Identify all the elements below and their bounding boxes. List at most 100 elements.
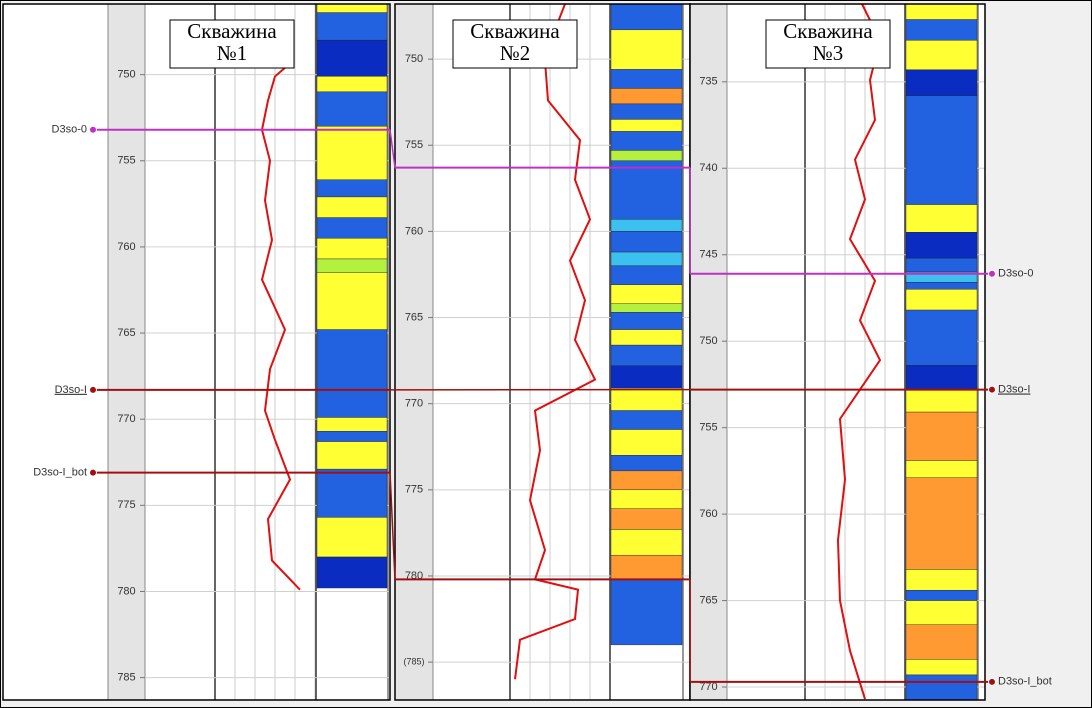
lithology-layer (610, 219, 683, 232)
lithology-layer (316, 417, 388, 432)
lithology-layer (905, 204, 978, 233)
horizon-pin (988, 269, 996, 278)
lithology-layer (610, 150, 683, 161)
lithology-layer (316, 196, 388, 218)
well-title: №1 (217, 41, 248, 65)
lithology-layer (610, 429, 683, 456)
horizon-pin (988, 677, 996, 686)
lithology-layer (610, 555, 683, 580)
lithology-layer (905, 309, 978, 366)
lithology-layer (316, 238, 388, 260)
y-tick-label: 745 (699, 249, 717, 261)
lithology-layer (316, 468, 388, 518)
y-tick-label: 775 (117, 499, 135, 511)
y-tick-label: 765 (117, 327, 135, 339)
lithology-layer (316, 76, 388, 93)
lithology-layer (610, 119, 683, 132)
lithology-layer (316, 329, 388, 418)
lithology-layer (610, 579, 683, 646)
lithology-layer (316, 39, 388, 77)
y-tick-label: 760 (405, 225, 423, 237)
y-tick-label: 780 (117, 585, 135, 597)
lithology-layer (316, 517, 388, 558)
y-tick-label: 755 (699, 422, 717, 434)
y-tick-label: (785) (403, 656, 424, 666)
gr-curve (514, 3, 597, 680)
lithology-layer (316, 556, 388, 589)
well-title: Скважина (470, 19, 560, 43)
horizon-label: D3so-0 (998, 268, 1033, 280)
lithology-layer (610, 231, 683, 253)
lithology-layer (316, 179, 388, 198)
horizon-label: D3so-I_bot (998, 676, 1052, 688)
lithology-layer (905, 659, 978, 676)
lithology-layer (905, 365, 978, 390)
lithology-layer (610, 410, 683, 430)
lithology-layer (905, 19, 978, 41)
y-tick-label: 755 (405, 139, 423, 151)
lithology-layer (610, 131, 683, 151)
title-box (765, 19, 891, 69)
lithology-layer (316, 258, 388, 273)
horizon-label: D3so-I (998, 384, 1030, 396)
lithology-layer (610, 160, 683, 220)
lithology-layer (905, 95, 978, 205)
lithology-layer (316, 3, 388, 13)
y-tick-label: 735 (699, 76, 717, 88)
lithology-layer (316, 126, 388, 180)
lithology-layer (905, 674, 978, 701)
y-tick-label: 755 (117, 155, 135, 167)
horizon-connector (389, 129, 396, 168)
title-box (452, 19, 578, 69)
y-tick-label: 765 (405, 311, 423, 323)
well-title: Скважина (783, 19, 873, 43)
gr-curve (260, 60, 301, 591)
horizon-pin (89, 468, 97, 477)
lithology-layer (905, 569, 978, 591)
y-tick-label: 740 (699, 162, 717, 174)
lithology-layer (905, 69, 978, 96)
lithology-layer (610, 344, 683, 366)
well-title: №2 (500, 41, 531, 65)
y-tick-label: 760 (117, 241, 135, 253)
horizon-pin (988, 385, 996, 394)
depth-track (394, 3, 434, 701)
title-box (169, 19, 295, 69)
lithology-layer (610, 329, 683, 346)
lithology-layer (905, 289, 978, 311)
lithology-layer (905, 624, 978, 660)
lithology-layer (610, 508, 683, 530)
lithology-layer (316, 217, 388, 239)
lithology-layer (610, 387, 683, 411)
lithology-layer (316, 12, 388, 41)
panel-border (2, 3, 391, 701)
lithology-layer (905, 389, 978, 413)
panel-border (689, 3, 986, 701)
horizon-label: D3so-0 (52, 124, 87, 136)
right-margin (985, 0, 1092, 708)
horizon-connector (389, 472, 396, 580)
y-tick-label: 775 (405, 484, 423, 496)
lithology-layer (610, 284, 683, 304)
lithology-layer (316, 91, 388, 127)
lithology-layer (316, 431, 388, 442)
lithology-layer (610, 29, 683, 70)
lithology-layer (610, 69, 683, 89)
horizon-label: D3so-I_bot (33, 467, 87, 479)
y-tick-label: 770 (699, 681, 717, 693)
lithology-layer (610, 265, 683, 286)
lithology-layer (610, 455, 683, 472)
y-tick-label: 750 (405, 53, 423, 65)
lithology-layer (610, 529, 683, 556)
gr-curve (836, 3, 882, 700)
lithology-layer (610, 365, 683, 389)
horizon-pin (89, 385, 97, 394)
lithology-layer (905, 411, 978, 461)
lithology-layer (905, 460, 978, 478)
y-tick-label: 765 (699, 594, 717, 606)
well-title: Скважина (187, 19, 277, 43)
lithology-layer (316, 272, 388, 330)
lithology-layer (610, 251, 683, 267)
lithology-layer (905, 40, 978, 70)
